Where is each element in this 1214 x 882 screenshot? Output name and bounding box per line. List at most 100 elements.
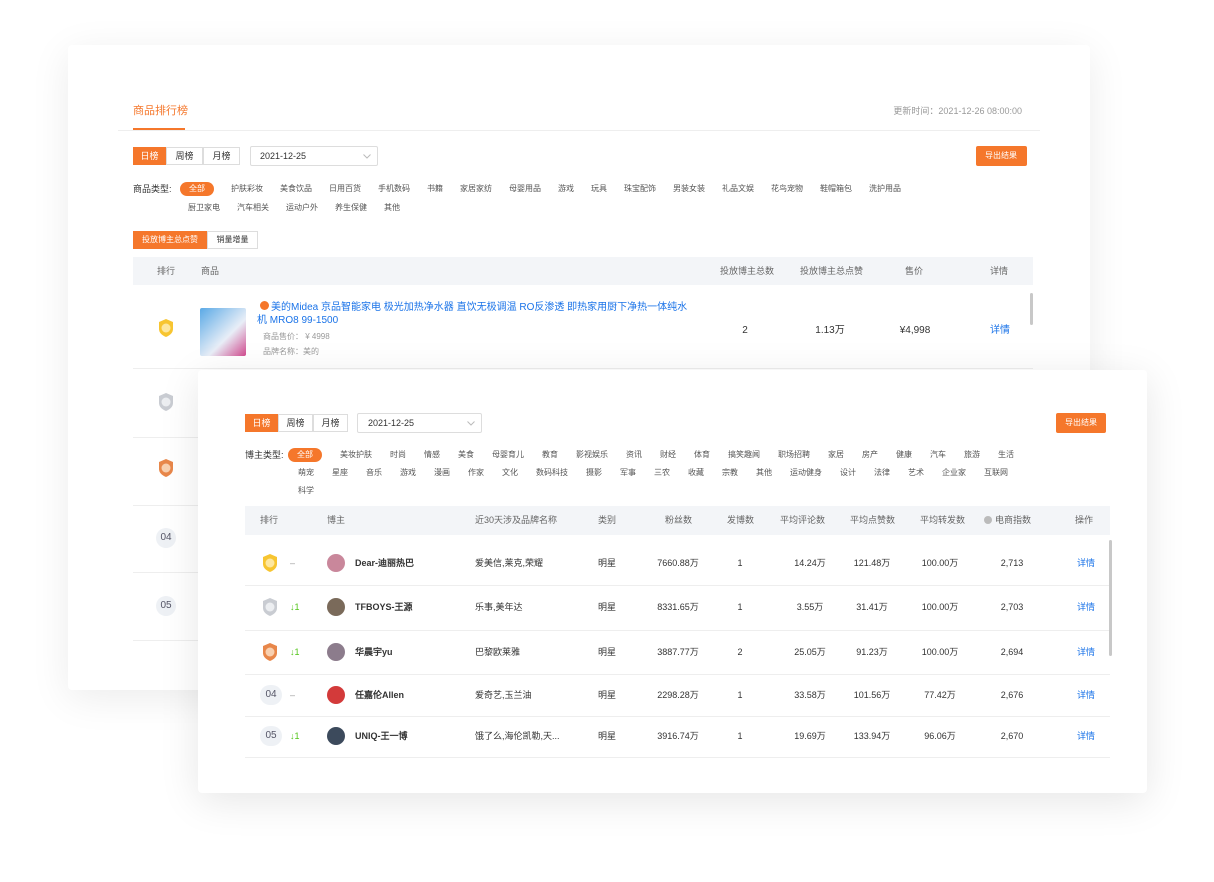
category-chip[interactable]: 全部 (180, 182, 214, 196)
category-chip[interactable]: 汽车 (930, 450, 946, 459)
detail-link[interactable]: 详情 (990, 325, 1010, 336)
sort-tab[interactable] (207, 231, 258, 249)
avatar (327, 686, 345, 704)
category-chip[interactable]: 运动户外 (286, 203, 318, 212)
category-chip[interactable]: 其他 (384, 203, 400, 212)
period-tab[interactable] (278, 414, 313, 432)
category-chip[interactable]: 数码科技 (536, 468, 568, 477)
detail-link[interactable]: 详情 (1076, 558, 1096, 568)
category-chip[interactable]: 健康 (896, 450, 912, 459)
category-chip[interactable]: 美妆护肤 (340, 450, 372, 459)
category-chip[interactable]: 体育 (694, 450, 710, 459)
category-chip[interactable]: 日用百货 (329, 184, 361, 193)
detail-link[interactable]: 详情 (1076, 647, 1096, 657)
category-chip[interactable]: 护肤彩妆 (231, 184, 263, 193)
period-tab[interactable] (245, 414, 278, 432)
category-chip[interactable]: 作家 (468, 468, 484, 477)
period-tab[interactable] (133, 147, 166, 165)
category-chip[interactable]: 汽车相关 (237, 203, 269, 212)
category-chip[interactable]: 厨卫家电 (188, 203, 220, 212)
category-chip[interactable]: 音乐 (366, 468, 382, 477)
period-tab[interactable] (313, 414, 348, 432)
category-chip[interactable]: 教育 (542, 450, 558, 459)
category-chip[interactable]: 洗护用品 (869, 184, 901, 193)
category-chip[interactable]: 游戏 (558, 184, 574, 193)
category-chip[interactable]: 漫画 (434, 468, 450, 477)
table-header-cell: 类别 (598, 515, 617, 525)
table-header-cell: 粉丝数 (665, 515, 693, 525)
period-tab-label[interactable]: 周榜 (175, 151, 194, 161)
category-chip[interactable]: 家居 (828, 450, 844, 459)
post-count: 1 (737, 731, 743, 741)
category-chip[interactable]: 互联网 (984, 468, 1008, 477)
category-chip[interactable]: 旅游 (964, 450, 980, 459)
category-chip[interactable]: 职场招聘 (778, 450, 810, 459)
category-chip[interactable]: 影视娱乐 (576, 450, 608, 459)
category-chip[interactable]: 花鸟宠物 (771, 184, 803, 193)
category-chip[interactable]: 收藏 (688, 468, 704, 477)
category-chip[interactable]: 书籍 (427, 184, 443, 193)
category-chip[interactable]: 鞋帽箱包 (820, 184, 852, 193)
period-tab-label[interactable]: 日榜 (140, 151, 159, 161)
category-chip[interactable]: 三农 (654, 468, 670, 477)
category-chip[interactable]: 美食 (458, 450, 474, 459)
category-chip[interactable]: 摄影 (586, 468, 602, 477)
category-chip[interactable]: 法律 (874, 468, 890, 477)
category-chip[interactable]: 搞笑趣闻 (728, 450, 760, 459)
category-chip[interactable]: 文化 (502, 468, 518, 477)
medal-core (265, 647, 275, 657)
export-label[interactable]: 导出结果 (985, 151, 1017, 160)
date-picker[interactable] (357, 413, 482, 433)
category-chip[interactable]: 萌宠 (298, 468, 314, 477)
category-chip[interactable]: 设计 (840, 468, 856, 477)
export-button[interactable] (1056, 413, 1106, 433)
category-chip[interactable]: 全部 (288, 448, 322, 462)
sort-tab[interactable] (133, 231, 207, 249)
category-chip[interactable]: 运动健身 (790, 468, 822, 477)
detail-link[interactable]: 详情 (1076, 602, 1096, 612)
category-chip[interactable]: 游戏 (400, 468, 416, 477)
category-chip[interactable]: 财经 (660, 450, 676, 459)
category-chip[interactable]: 时尚 (390, 450, 406, 459)
period-tab-label[interactable]: 日榜 (252, 418, 271, 428)
category-chip[interactable]: 礼品文娱 (722, 184, 754, 193)
category-chip[interactable]: 企业家 (942, 468, 966, 477)
category-chip[interactable]: 美食饮品 (280, 184, 312, 193)
category-chip[interactable]: 星座 (332, 468, 348, 477)
avg-likes: 91.23万 (856, 647, 888, 657)
category-chip[interactable]: 情感 (424, 450, 440, 459)
avg-likes: 31.41万 (856, 602, 888, 612)
category-chip[interactable]: 生活 (998, 450, 1014, 459)
period-tab[interactable] (203, 147, 240, 165)
export-button[interactable] (976, 146, 1027, 166)
period-tab-label[interactable]: 月榜 (321, 418, 340, 428)
period-tab-label[interactable]: 月榜 (212, 151, 231, 161)
category-chip[interactable]: 其他 (756, 468, 772, 477)
category-chip[interactable]: 男装女装 (673, 184, 705, 193)
period-tab-label[interactable]: 周榜 (286, 418, 305, 428)
category-chip[interactable]: 艺术 (908, 468, 924, 477)
category-chip[interactable]: 科学 (298, 486, 314, 495)
period-tab[interactable] (166, 147, 203, 165)
row-divider (245, 674, 1110, 675)
export-label[interactable]: 导出结果 (1065, 418, 1097, 427)
category-chip[interactable]: 珠宝配饰 (624, 184, 656, 193)
sort-tab-label[interactable]: 投放博主总点赞 (142, 235, 198, 244)
category-chip[interactable]: 母婴用品 (509, 184, 541, 193)
blogger-category: 明星 (597, 690, 617, 700)
detail-link[interactable]: 详情 (1076, 731, 1096, 741)
category-chip[interactable]: 家居家纺 (460, 184, 492, 193)
avg-comments: 19.69万 (794, 731, 826, 741)
category-chip[interactable]: 手机数码 (378, 184, 410, 193)
date-picker[interactable] (250, 146, 378, 166)
category-chip[interactable]: 军事 (620, 468, 636, 477)
sort-tab-label[interactable]: 销量增量 (216, 235, 249, 244)
category-chip[interactable]: 母婴育儿 (492, 450, 524, 459)
category-chip[interactable]: 养生保健 (335, 203, 367, 212)
product-title[interactable]: 美的Midea 京品智能家电 极光加热净水器 直饮无极调温 RO反渗透 即热家用… (257, 302, 688, 326)
category-chip[interactable]: 房产 (862, 450, 878, 459)
category-chip[interactable]: 宗教 (722, 468, 738, 477)
category-chip[interactable]: 资讯 (626, 450, 642, 459)
detail-link[interactable]: 详情 (1076, 690, 1096, 700)
category-chip[interactable]: 玩具 (591, 184, 607, 193)
